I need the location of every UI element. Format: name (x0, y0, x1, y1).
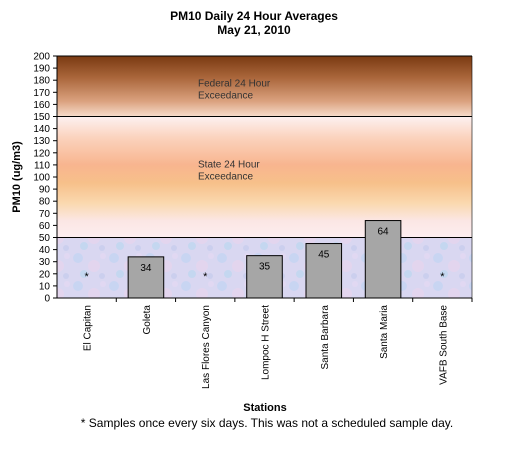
x-tick-label: Santa Barbara (320, 305, 331, 370)
footnote: * Samples once every six days. This was … (81, 416, 453, 430)
bar (364, 220, 402, 299)
chart-subtitle: May 21, 2010 (217, 23, 291, 37)
band-label-1-line2: Exceedance (198, 171, 253, 182)
x-tick-label: Goleta (142, 305, 153, 335)
y-tick-label: 180 (33, 76, 50, 87)
data-label: 64 (378, 227, 390, 238)
band-label-0-line2: Exceedance (198, 90, 253, 101)
bar (246, 255, 283, 299)
y-tick-label: 90 (39, 185, 51, 196)
y-tick-label: 80 (39, 197, 51, 208)
y-tick-label: 50 (39, 233, 51, 244)
x-tick-label: VAFB South Base (438, 305, 449, 385)
chart-title: PM10 Daily 24 Hour Averages (170, 9, 338, 23)
band-label-1-line1: State 24 Hour (198, 159, 260, 170)
data-label: * (85, 271, 90, 283)
y-axis-label: PM10 (ug/m3) (11, 141, 23, 213)
y-tick-label: 20 (39, 269, 51, 280)
x-tick-label: Santa Maria (379, 305, 390, 359)
y-tick-label: 200 (33, 52, 50, 63)
band-0 (57, 56, 472, 117)
data-label: * (203, 271, 208, 283)
x-tick-label: El Capitan (83, 305, 94, 351)
data-label: 45 (318, 250, 330, 261)
y-tick-label: 0 (44, 294, 50, 305)
band-boundaries (57, 55, 473, 298)
y-tick-label: 160 (33, 100, 50, 111)
y-tick-label: 150 (33, 112, 50, 123)
x-ticks: El Capitan Goleta Las Flores Canyon Lompoc … (83, 298, 473, 389)
y-tick-label: 170 (33, 88, 50, 99)
bars: * 34 * 35 45 64 * (85, 220, 445, 299)
y-tick-label: 10 (39, 281, 51, 292)
band-label-0-line1: Federal 24 Hour (198, 78, 271, 89)
y-tick-label: 110 (34, 160, 50, 171)
y-tick-label: 40 (39, 245, 51, 256)
data-label: * (440, 271, 445, 283)
x-axis-label: Stations (243, 402, 286, 414)
y-tick-label: 140 (33, 124, 50, 135)
y-tick-label: 60 (39, 221, 51, 232)
y-tick-label: 100 (33, 173, 50, 184)
y-tick-label: 130 (33, 136, 50, 147)
y-tick-label: 190 (33, 64, 50, 75)
y-tick-label: 120 (33, 148, 50, 159)
x-tick-label: Lompoc H Street (261, 305, 272, 380)
data-label: 34 (140, 263, 152, 274)
data-label: 35 (259, 262, 271, 273)
bar (305, 243, 343, 299)
band-1 (57, 116, 472, 238)
y-tick-label: 30 (39, 257, 51, 268)
bar (127, 256, 165, 299)
x-tick-label: Las Flores Canyon (201, 305, 212, 389)
y-tick-label: 70 (39, 209, 51, 220)
